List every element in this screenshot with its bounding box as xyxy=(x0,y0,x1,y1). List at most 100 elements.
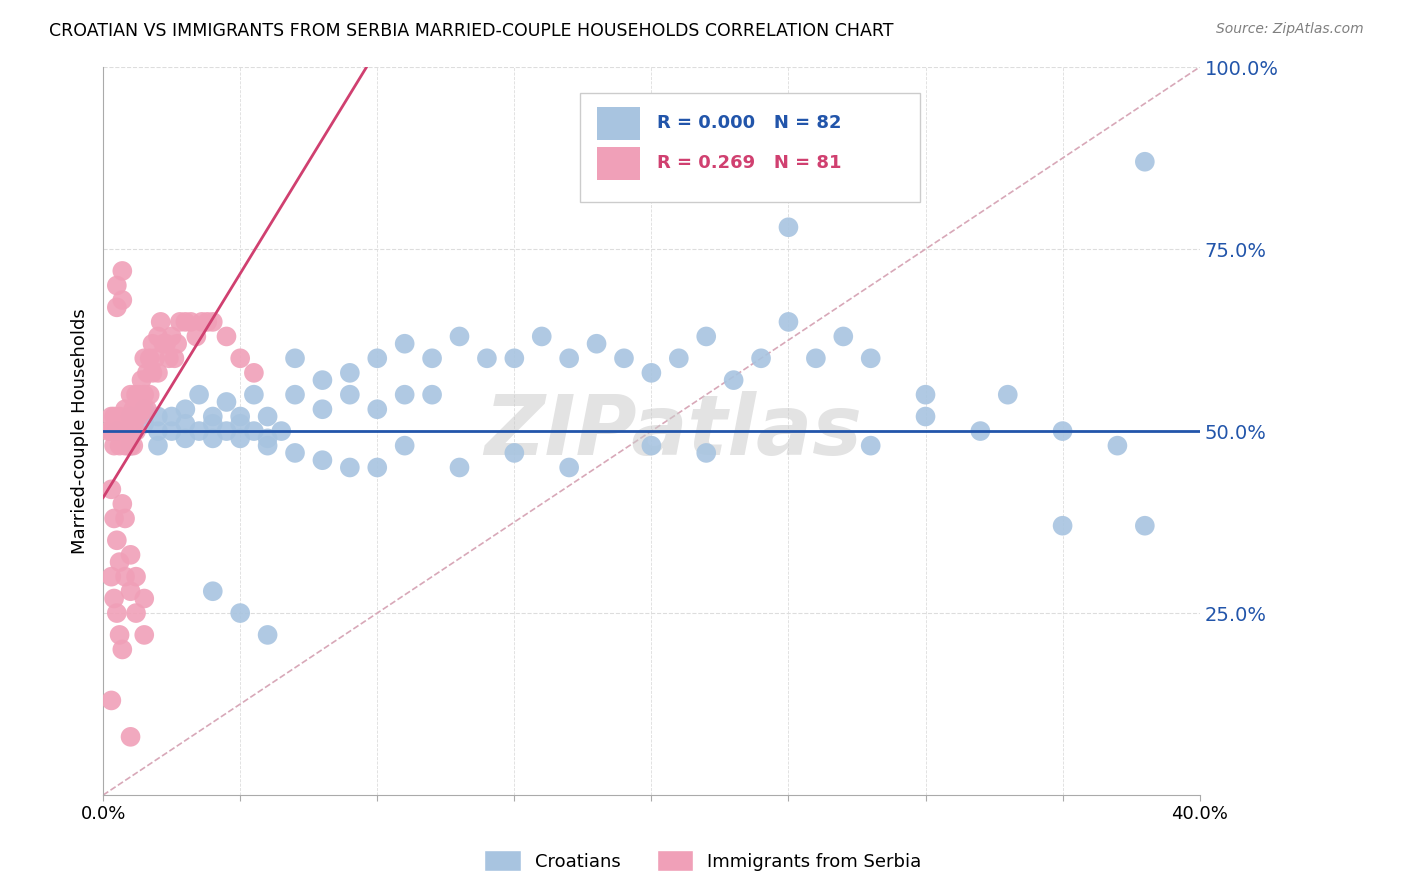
Text: CROATIAN VS IMMIGRANTS FROM SERBIA MARRIED-COUPLE HOUSEHOLDS CORRELATION CHART: CROATIAN VS IMMIGRANTS FROM SERBIA MARRI… xyxy=(49,22,894,40)
Point xyxy=(229,431,252,445)
Point xyxy=(1107,439,1129,453)
Point xyxy=(229,351,252,366)
Point xyxy=(420,387,443,401)
Point xyxy=(114,439,136,453)
Point xyxy=(134,628,156,642)
Point xyxy=(169,315,191,329)
Point xyxy=(103,511,125,525)
Point xyxy=(229,606,252,620)
Point xyxy=(108,439,131,453)
Point xyxy=(114,402,136,417)
Point xyxy=(914,387,936,401)
Point xyxy=(174,315,197,329)
Point xyxy=(146,424,169,438)
Point xyxy=(778,315,800,329)
Point xyxy=(997,387,1019,401)
Point xyxy=(201,431,224,445)
Point xyxy=(117,424,139,438)
Point xyxy=(256,431,278,445)
Point xyxy=(146,409,169,424)
Point xyxy=(105,606,128,620)
Point xyxy=(284,446,307,460)
Point xyxy=(134,387,156,401)
Point xyxy=(97,424,120,438)
Point xyxy=(832,329,855,343)
Point xyxy=(585,336,607,351)
Point xyxy=(449,329,471,343)
Text: Source: ZipAtlas.com: Source: ZipAtlas.com xyxy=(1216,22,1364,37)
Point xyxy=(149,315,172,329)
Point xyxy=(229,409,252,424)
Point xyxy=(243,424,266,438)
FancyBboxPatch shape xyxy=(596,147,640,180)
Point xyxy=(188,424,211,438)
Point xyxy=(108,409,131,424)
Point xyxy=(105,301,128,315)
Point xyxy=(160,409,183,424)
Point xyxy=(103,409,125,424)
Point xyxy=(114,569,136,583)
Point xyxy=(215,329,238,343)
Point xyxy=(114,424,136,438)
Point xyxy=(311,402,333,417)
Point xyxy=(243,366,266,380)
Point xyxy=(166,336,188,351)
Point xyxy=(134,402,156,417)
Point xyxy=(122,439,145,453)
Point xyxy=(134,417,156,431)
Point xyxy=(311,453,333,467)
Point xyxy=(668,351,690,366)
Point xyxy=(155,336,177,351)
Point xyxy=(146,329,169,343)
Point xyxy=(131,373,153,387)
Point xyxy=(105,533,128,548)
Point xyxy=(111,642,134,657)
Text: R = 0.269   N = 81: R = 0.269 N = 81 xyxy=(657,154,841,172)
Point xyxy=(103,591,125,606)
Point xyxy=(201,409,224,424)
Point xyxy=(366,351,388,366)
Point xyxy=(215,424,238,438)
Point xyxy=(128,409,150,424)
Point xyxy=(256,628,278,642)
Point xyxy=(420,351,443,366)
Point xyxy=(195,315,218,329)
Point xyxy=(163,351,186,366)
Point xyxy=(152,336,174,351)
Point xyxy=(778,220,800,235)
Point xyxy=(108,628,131,642)
Text: R = 0.000   N = 82: R = 0.000 N = 82 xyxy=(657,114,841,132)
Point xyxy=(558,460,581,475)
Point xyxy=(311,373,333,387)
Point xyxy=(111,497,134,511)
Point xyxy=(394,439,416,453)
Point xyxy=(475,351,498,366)
Point xyxy=(1133,518,1156,533)
Point xyxy=(1133,154,1156,169)
Point xyxy=(105,424,128,438)
Point xyxy=(111,424,134,438)
Point xyxy=(256,409,278,424)
Point xyxy=(136,366,159,380)
Point xyxy=(201,584,224,599)
Point xyxy=(120,584,142,599)
Point xyxy=(120,387,142,401)
Point xyxy=(117,439,139,453)
Point xyxy=(100,569,122,583)
Point xyxy=(100,409,122,424)
Point xyxy=(141,366,163,380)
Point xyxy=(111,293,134,307)
Point xyxy=(186,329,208,343)
Point xyxy=(859,439,882,453)
Point xyxy=(105,424,128,438)
Point xyxy=(125,569,148,583)
Point xyxy=(146,366,169,380)
Point xyxy=(125,606,148,620)
Point xyxy=(125,424,148,438)
Point xyxy=(749,351,772,366)
Point xyxy=(503,446,526,460)
Point xyxy=(284,351,307,366)
Point xyxy=(120,424,142,438)
Point xyxy=(134,351,156,366)
Point xyxy=(1052,518,1074,533)
